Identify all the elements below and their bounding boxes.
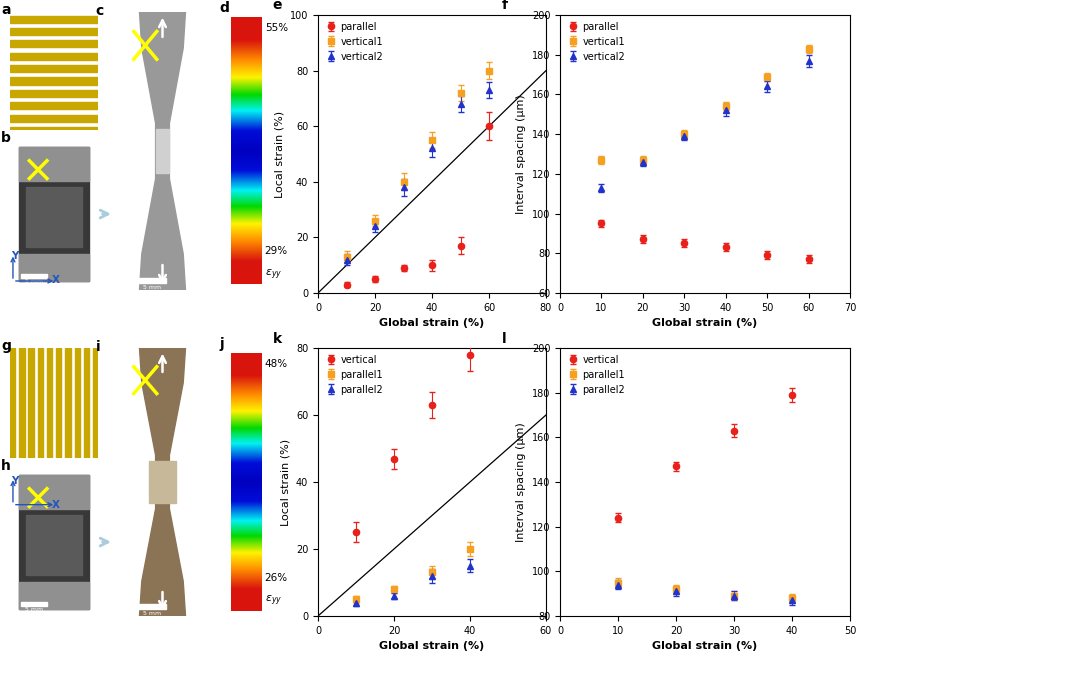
Bar (21, 602, 46, 606)
Y-axis label: Local strain (%): Local strain (%) (281, 439, 291, 526)
Text: 29%: 29% (265, 246, 288, 256)
Text: e: e (272, 0, 282, 12)
Text: 5 mm: 5 mm (25, 607, 43, 612)
Bar (10, 102, 98, 109)
Legend: parallel, vertical1, vertical2: parallel, vertical1, vertical2 (323, 20, 386, 63)
Bar (18, 147, 90, 181)
Text: 5 mm: 5 mm (143, 610, 161, 616)
Bar (66, 348, 70, 458)
Text: j: j (220, 338, 225, 351)
Text: c: c (96, 3, 104, 18)
Bar (56, 348, 62, 458)
Bar (10, 65, 98, 72)
Bar (10, 78, 98, 85)
Bar (19, 348, 25, 458)
X-axis label: Global strain (%): Global strain (%) (652, 641, 758, 651)
Bar (149, 460, 176, 503)
Bar (18, 475, 90, 509)
Bar (26, 188, 82, 247)
Bar (10, 115, 98, 122)
Bar (10, 90, 98, 97)
Bar (10, 53, 98, 60)
Text: l: l (502, 332, 507, 346)
X-axis label: Global strain (%): Global strain (%) (379, 641, 485, 651)
Text: 5 mm: 5 mm (143, 284, 161, 290)
Legend: parallel, vertical1, vertical2: parallel, vertical1, vertical2 (565, 20, 627, 63)
Text: $\varepsilon_{yy}$: $\varepsilon_{yy}$ (265, 267, 282, 282)
Bar (26, 516, 82, 574)
Y-axis label: Local strain (%): Local strain (%) (274, 110, 284, 198)
Legend: vertical, parallel1, parallel2: vertical, parallel1, parallel2 (565, 353, 627, 396)
Polygon shape (139, 12, 186, 290)
Text: g: g (1, 339, 11, 353)
Bar (18, 147, 90, 280)
Bar (75, 348, 80, 458)
Text: Y: Y (11, 476, 18, 486)
Text: a: a (1, 3, 11, 16)
Polygon shape (156, 129, 170, 173)
Text: X: X (52, 500, 59, 510)
Bar (137, 604, 166, 609)
Polygon shape (139, 348, 186, 616)
Text: k: k (272, 332, 282, 346)
Text: f: f (502, 0, 508, 12)
Text: 48%: 48% (265, 359, 288, 369)
Bar (84, 348, 90, 458)
Bar (93, 348, 98, 458)
Text: Y: Y (11, 251, 18, 261)
Text: 5 mm: 5 mm (25, 279, 43, 284)
Bar (10, 28, 98, 35)
X-axis label: Global strain (%): Global strain (%) (652, 318, 758, 328)
Bar (21, 274, 46, 278)
Text: X: X (52, 275, 59, 285)
Legend: vertical, parallel1, parallel2: vertical, parallel1, parallel2 (323, 353, 386, 396)
Bar (18, 254, 90, 280)
Text: $\varepsilon_{yy}$: $\varepsilon_{yy}$ (265, 593, 282, 608)
Text: 26%: 26% (265, 573, 288, 583)
X-axis label: Global strain (%): Global strain (%) (379, 318, 485, 328)
Text: b: b (1, 131, 11, 145)
Bar (10, 16, 98, 23)
Text: d: d (220, 1, 230, 15)
Text: i: i (96, 340, 100, 354)
Bar (10, 127, 98, 130)
Bar (18, 582, 90, 608)
Y-axis label: Interval spacing (μm): Interval spacing (μm) (516, 422, 526, 542)
Bar (18, 475, 90, 608)
Bar (137, 278, 166, 283)
Text: h: h (1, 459, 11, 473)
Bar (10, 40, 98, 48)
Bar (10, 348, 15, 458)
Y-axis label: Interval spacing (μm): Interval spacing (μm) (516, 94, 526, 214)
Bar (28, 348, 33, 458)
Bar (46, 348, 52, 458)
Text: 55%: 55% (265, 23, 288, 33)
Bar (38, 348, 43, 458)
